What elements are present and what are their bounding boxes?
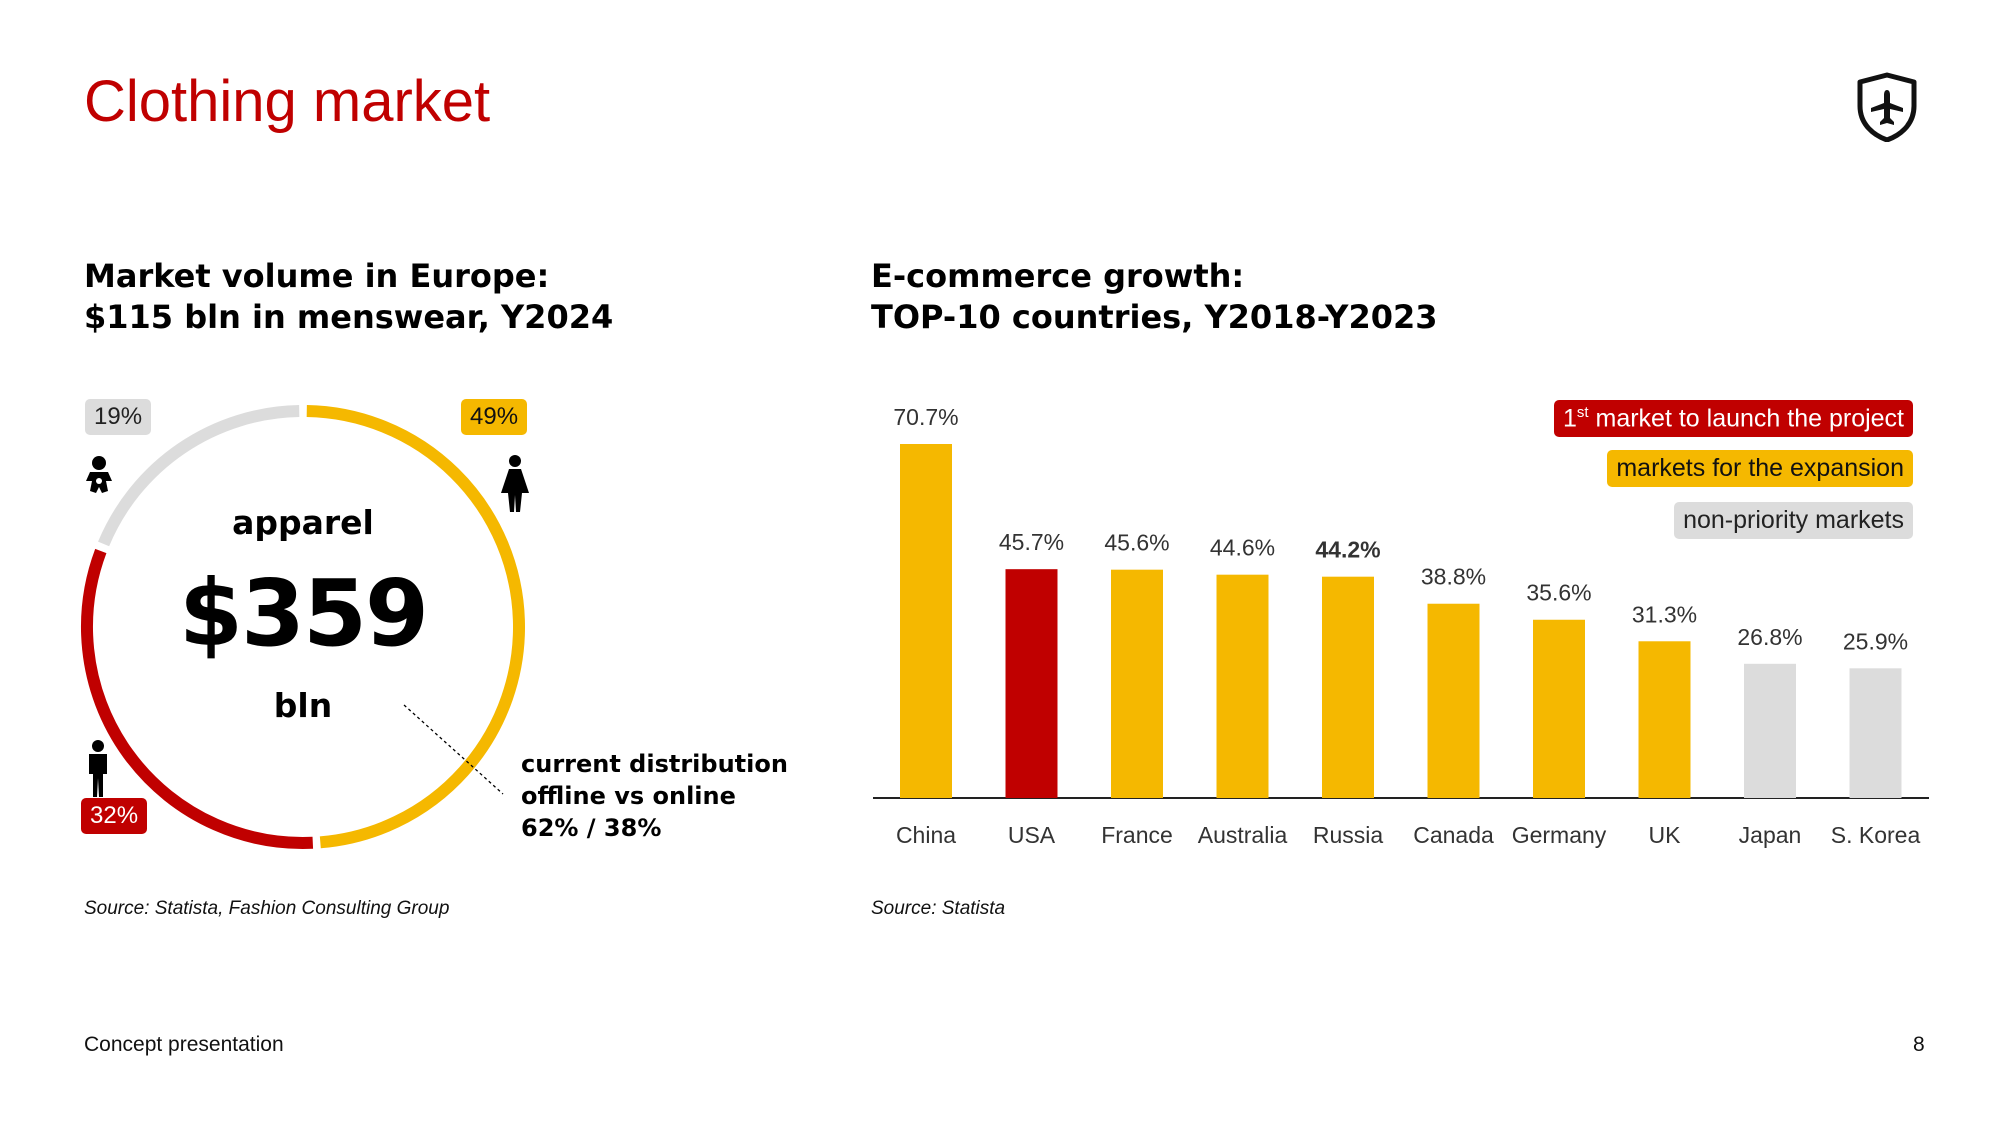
donut-center-label: apparel <box>232 503 374 542</box>
category-label: Germany <box>1512 822 1607 848</box>
shield-airplane-icon <box>1857 72 1917 142</box>
bar-china <box>900 444 952 798</box>
children-share-badge: 19% <box>85 399 152 435</box>
donut-segment-men <box>81 548 314 849</box>
legend-non-priority: non-priority markets <box>1674 502 1913 539</box>
donut-source: Source: Statista, Fashion Consulting Gro… <box>84 898 450 919</box>
bar-heading-line1: E-commerce growth: <box>871 257 1245 295</box>
bar-value-label: 70.7% <box>893 404 958 430</box>
category-label: UK <box>1649 822 1682 848</box>
category-label: Canada <box>1413 822 1494 848</box>
man-icon <box>89 740 107 797</box>
women-share-badge: 49% <box>461 399 528 435</box>
bar-value-label: 45.7% <box>999 529 1064 555</box>
legend-expansion: markets for the expansion <box>1607 450 1913 487</box>
bar-value-label: 38.8% <box>1421 564 1486 590</box>
category-label: Australia <box>1198 822 1288 848</box>
distribution-line2: offline vs online <box>521 782 736 810</box>
bar-heading: E-commerce growth: TOP-10 countries, Y20… <box>871 256 1438 338</box>
baby-icon <box>86 456 112 493</box>
bar-canada <box>1427 603 1480 798</box>
donut-center-value: $359 <box>178 560 429 667</box>
donut-heading: Market volume in Europe: $115 bln in men… <box>84 256 613 338</box>
bar-uk <box>1638 641 1691 798</box>
bar-value-label: 45.6% <box>1104 530 1169 556</box>
bar-germany <box>1533 619 1585 798</box>
bar-value-label: 35.6% <box>1526 580 1591 606</box>
donut-heading-line2: $115 bln in menswear, Y2024 <box>84 298 614 336</box>
category-label: Japan <box>1739 822 1802 848</box>
bar-value-label: 26.8% <box>1737 624 1802 650</box>
bar-australia <box>1216 574 1269 798</box>
bar-value-label: 31.3% <box>1632 601 1697 627</box>
bar-value-label: 25.9% <box>1843 628 1908 654</box>
woman-icon <box>501 455 529 512</box>
bar-source: Source: Statista <box>871 898 1006 919</box>
page-title: Clothing market <box>84 69 491 134</box>
legend-first-market: 1st market to launch the project <box>1553 400 1913 438</box>
legend-first-market-sup: st <box>1576 404 1589 421</box>
page-number: 8 <box>1913 1033 1925 1056</box>
bar-value-label: 44.6% <box>1210 535 1275 561</box>
category-label: France <box>1101 822 1173 848</box>
distribution-leader-line <box>403 704 504 795</box>
legend-first-market-num: 1 <box>1562 404 1577 433</box>
distribution-line3: 62% / 38% <box>521 814 662 842</box>
donut-segment-women <box>306 405 525 849</box>
men-share-badge: 32% <box>81 798 148 834</box>
distribution-line1: current distribution <box>521 750 788 778</box>
bar-japan <box>1744 663 1796 798</box>
bar-russia <box>1322 576 1374 798</box>
footer-text: Concept presentation <box>84 1033 284 1056</box>
bar-s-korea <box>1849 668 1902 798</box>
category-label: China <box>896 822 956 848</box>
distribution-note: current distribution offline vs online 6… <box>521 748 788 844</box>
bar-value-label: 44.2% <box>1315 537 1380 563</box>
donut-center-unit: bln <box>273 686 333 725</box>
legend-first-market-text: market to launch the project <box>1595 404 1905 433</box>
donut-heading-line1: Market volume in Europe: <box>84 257 550 295</box>
bar-usa <box>1005 569 1058 798</box>
donut-segment-children <box>98 405 300 547</box>
bar-france <box>1111 569 1163 798</box>
category-label: Russia <box>1313 822 1384 848</box>
bar-heading-line2: TOP-10 countries, Y2018-Y2023 <box>871 298 1438 336</box>
category-label: S. Korea <box>1831 822 1921 848</box>
category-label: USA <box>1008 822 1056 848</box>
